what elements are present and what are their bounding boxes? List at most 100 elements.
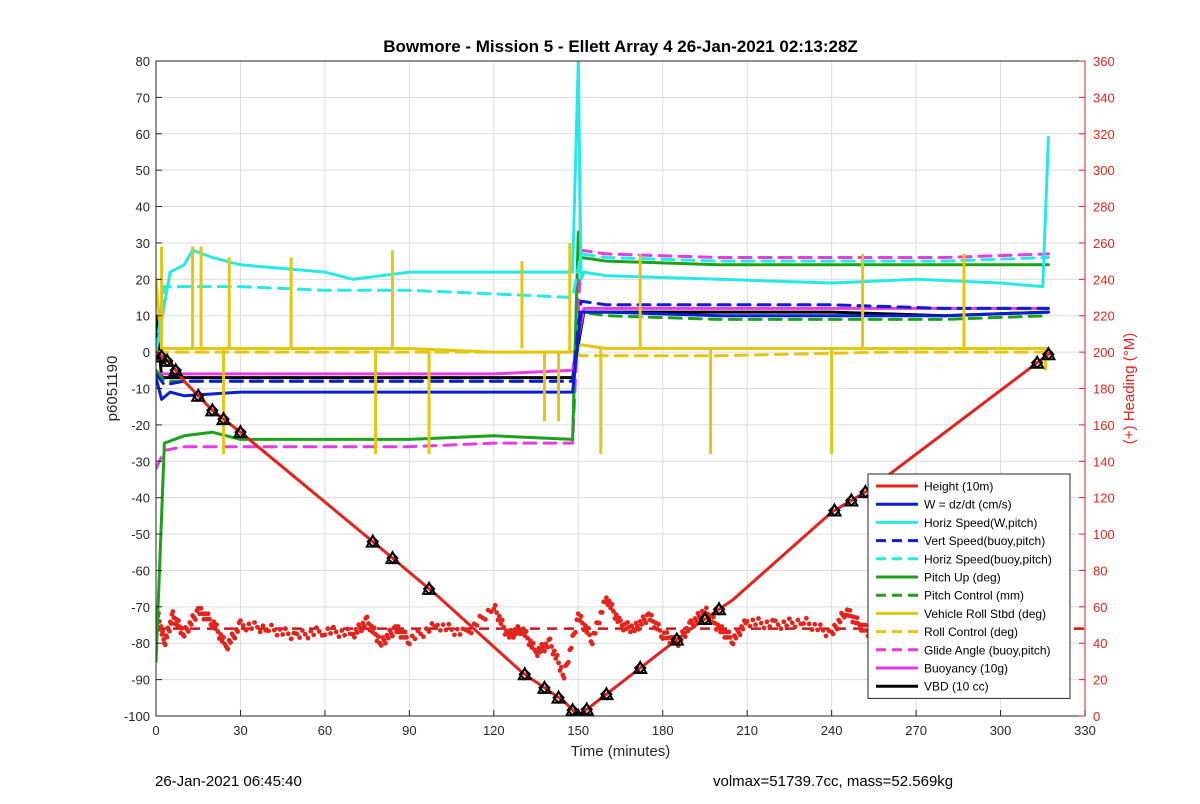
x-tick-label: 90 [402, 723, 416, 738]
series-line [156, 310, 1050, 380]
heading-point [632, 628, 637, 634]
heading-point [260, 623, 266, 629]
y2-axis-label: (+) Heading (°M) [1121, 333, 1138, 444]
heading-point [604, 595, 609, 601]
marker-group [156, 346, 1057, 716]
diamond-marker [712, 602, 726, 616]
legend-label: Vehicle Roll Stbd (deg) [924, 607, 1046, 621]
heading-point [508, 627, 514, 633]
heading-point [404, 635, 409, 640]
heading-point [426, 629, 432, 634]
diamond-marker [538, 681, 551, 695]
diamond-marker [580, 703, 594, 716]
heading-point [339, 628, 345, 633]
heading-point [542, 648, 547, 654]
y2-tick-label: 300 [1093, 163, 1115, 178]
heading-point [446, 621, 452, 627]
heading-point [803, 615, 809, 621]
heading-point [225, 646, 231, 652]
heading-point [406, 641, 412, 647]
heading-point [817, 622, 823, 628]
heading-point [554, 652, 560, 658]
heading-point [492, 602, 498, 608]
heading-point [308, 628, 314, 634]
heading-point [207, 616, 212, 622]
heading-point [505, 631, 511, 637]
heading-point [787, 616, 792, 622]
legend: Height (10m) W = dz/dt (cm/s) Horiz Speed(… [867, 473, 1071, 699]
heading-point [440, 622, 446, 628]
heading-point [854, 615, 860, 621]
y2-tick-label: 60 [1093, 600, 1107, 615]
y2-tick-label: 260 [1093, 236, 1115, 251]
heading-point [185, 628, 191, 634]
y-tick-label: -100 [124, 709, 150, 724]
heading-point [609, 601, 615, 607]
legend-label: W = dz/dt (cm/s) [924, 498, 1012, 512]
y2-tick-label: 320 [1093, 127, 1115, 142]
legend-label: Horiz Speed(W,pitch) [924, 516, 1037, 530]
heading-point [421, 634, 426, 640]
diamond-marker [552, 691, 565, 704]
heading-point [322, 632, 328, 638]
heading-point [764, 619, 770, 625]
diamond-marker [566, 703, 580, 716]
diamond-marker [217, 412, 230, 426]
heading-point [549, 644, 554, 649]
y2-tick-label: 140 [1093, 454, 1115, 469]
heading-point [863, 622, 868, 628]
heading-point [342, 632, 348, 638]
heading-point [294, 631, 300, 637]
heading-point [556, 660, 561, 666]
heading-point [162, 642, 168, 648]
heading-point [544, 644, 550, 650]
heading-point [612, 616, 618, 621]
heading-point [497, 613, 502, 619]
heading-point [733, 635, 739, 641]
heading-point [747, 623, 753, 629]
heading-point [311, 632, 317, 638]
heading-point [283, 626, 288, 632]
heading-point [232, 635, 238, 641]
heading-point [176, 618, 181, 624]
y2-tick-label: 220 [1093, 309, 1115, 324]
heading-point [753, 622, 759, 628]
heading-point [246, 621, 252, 627]
footer-timestamp: 26-Jan-2021 06:45:40 [155, 773, 302, 790]
diamond-marker [828, 504, 841, 517]
diamond-marker [234, 425, 247, 439]
heading-point [730, 641, 736, 647]
y-axis-label: p6051190 [104, 356, 121, 422]
y-tick-label: -50 [131, 527, 150, 542]
diamond-marker [1041, 347, 1055, 361]
heading-point [513, 631, 519, 637]
heading-point [629, 623, 635, 629]
heading-point [515, 624, 521, 629]
heading-point [214, 622, 219, 628]
heading-point [274, 632, 280, 638]
heading-point [249, 626, 255, 632]
heading-point [636, 626, 642, 632]
heading-point [592, 630, 598, 636]
heading-point [333, 629, 339, 635]
heading-point [789, 620, 795, 626]
legend-label: Horiz Speed(buoy,pitch) [924, 552, 1052, 566]
y2-tick-label: 340 [1093, 90, 1115, 105]
diamond-marker [386, 551, 399, 565]
plot-layer [156, 61, 1085, 716]
heading-point [352, 634, 357, 640]
heading-point [537, 649, 543, 655]
heading-point [354, 630, 360, 635]
heading-point [657, 628, 663, 633]
heading-point [266, 628, 272, 634]
heading-point [314, 625, 319, 631]
heading-point [511, 635, 516, 640]
y-tick-label: -20 [131, 418, 150, 433]
heading-point [775, 622, 781, 628]
heading-point [784, 623, 789, 629]
series-line [156, 306, 1050, 376]
heading-point [830, 631, 836, 637]
heading-point [744, 618, 750, 624]
series-line [156, 277, 1050, 354]
heading-point [164, 634, 170, 640]
